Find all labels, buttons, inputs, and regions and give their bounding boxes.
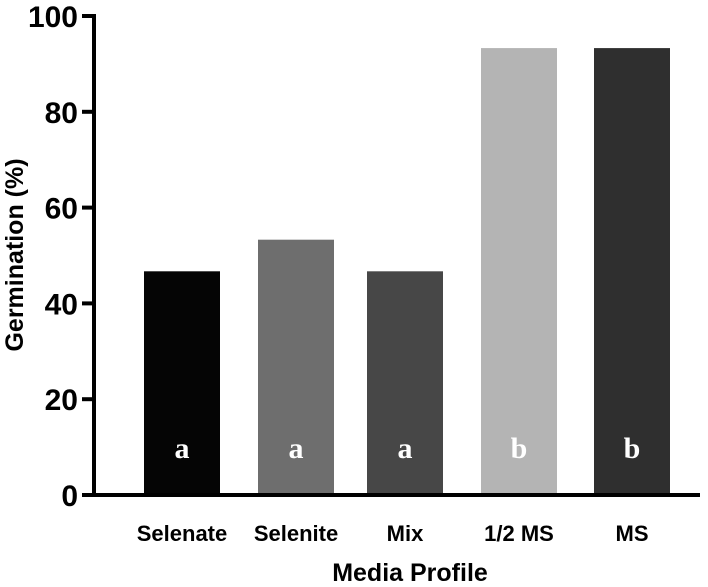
bar-1-2-ms [481, 48, 557, 496]
y-tick-label: 40 [45, 288, 78, 321]
y-axis-title: Germination (%) [1, 158, 29, 351]
y-tick-label: 60 [45, 193, 78, 226]
x-tick-label: Mix [387, 521, 424, 546]
x-axis-title: Media Profile [332, 559, 488, 587]
significance-letter: b [624, 432, 641, 465]
y-tick-label: 100 [28, 1, 78, 34]
significance-letter: a [289, 432, 304, 465]
significance-letter: a [175, 432, 190, 465]
y-tick-label: 0 [61, 480, 78, 513]
significance-letter: a [398, 432, 413, 465]
significance-letter: b [511, 432, 528, 465]
bar-selenite [258, 239, 334, 495]
x-tick-label: 1/2 MS [484, 521, 554, 546]
x-tick-label: Selenite [254, 521, 338, 546]
x-tick-labels-group: Selenate Selenite Mix 1/2 MS MS [137, 521, 649, 546]
x-tick-label: MS [616, 521, 649, 546]
bar-selenate [144, 271, 220, 495]
bar-mix [367, 271, 443, 495]
x-tick-label: Selenate [137, 521, 228, 546]
bars-group [144, 48, 670, 496]
bar-ms [594, 48, 670, 496]
y-tick-label: 20 [45, 384, 78, 417]
y-ticks-group: 0 20 40 60 80 100 [28, 1, 94, 513]
axes-group [92, 14, 700, 497]
y-tick-label: 80 [45, 97, 78, 130]
